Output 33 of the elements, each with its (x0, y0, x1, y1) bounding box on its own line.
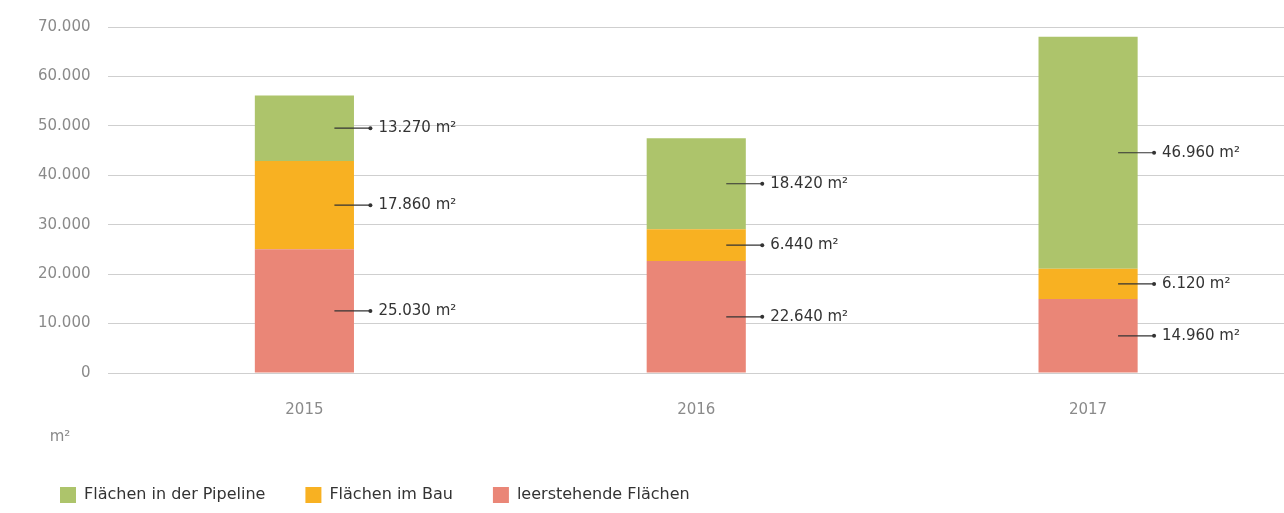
y-axis-title: m² (49, 426, 71, 445)
bar (254, 95, 354, 161)
bar (1038, 36, 1138, 269)
data-label: 13.270 m² (378, 118, 457, 137)
y-tick-label: 40.000 (37, 165, 91, 184)
data-label: 6.440 m² (770, 235, 839, 254)
y-tick-label: 30.000 (37, 214, 91, 233)
y-tick-label: 20.000 (37, 264, 91, 283)
data-label: 22.640 m² (770, 306, 849, 325)
data-label: 14.960 m² (1162, 325, 1240, 344)
y-tick-label: 10.000 (37, 313, 91, 332)
x-tick-label: 2017 (1068, 399, 1108, 418)
bar (646, 138, 746, 230)
y-tick-label: 50.000 (37, 115, 91, 134)
y-tick-label: 0 (80, 362, 91, 381)
legend-label: Flächen in der Pipeline (84, 484, 266, 504)
bar (646, 229, 746, 262)
bar (646, 261, 746, 373)
data-label: 17.860 m² (378, 195, 457, 214)
x-tick-label: 2015 (285, 399, 324, 418)
x-tick-label: 2016 (677, 399, 716, 418)
legend-label: Flächen im Bau (329, 484, 453, 504)
data-label: 18.420 m² (770, 173, 849, 192)
y-tick-label: 70.000 (37, 16, 91, 35)
data-label: 25.030 m² (378, 300, 457, 319)
y-tick-label: 60.000 (37, 66, 91, 85)
bar (1038, 299, 1138, 373)
data-label: 46.960 m² (1162, 142, 1240, 161)
bar (1038, 268, 1138, 300)
data-label: 6.120 m² (1162, 273, 1231, 292)
bar (254, 249, 354, 373)
bar (254, 161, 354, 250)
legend-label: leerstehende Flächen (516, 484, 690, 504)
